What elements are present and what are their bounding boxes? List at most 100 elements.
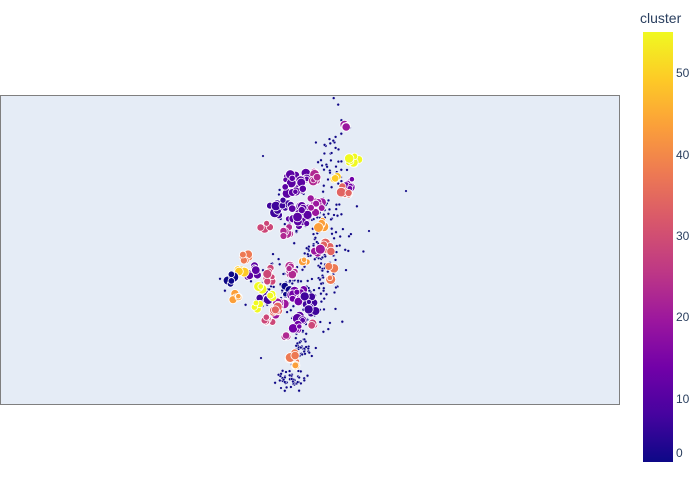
- noise-point: [334, 146, 338, 150]
- noise-point: [297, 375, 301, 380]
- cluster-point: [281, 183, 289, 191]
- noise-point: [334, 203, 339, 207]
- noise-point: [334, 135, 338, 139]
- noise-point: [334, 285, 338, 290]
- noise-point: [304, 332, 308, 336]
- colorbar-tick-0: 0: [676, 446, 683, 460]
- noise-point: [314, 140, 318, 145]
- cluster-point: [311, 208, 321, 217]
- noise-point: [302, 378, 306, 382]
- noise-point: [328, 171, 332, 175]
- noise-point: [341, 227, 345, 231]
- noise-point: [218, 277, 222, 281]
- cluster-point: [348, 176, 355, 183]
- noise-point: [326, 327, 330, 331]
- noise-point: [322, 184, 326, 188]
- noise-point: [306, 279, 310, 283]
- noise-point: [336, 159, 340, 164]
- cluster-point: [305, 298, 312, 305]
- cluster-point: [227, 270, 236, 278]
- noise-point: [296, 279, 300, 283]
- noise-point: [321, 275, 325, 280]
- noise-point: [306, 252, 310, 256]
- noise-point: [327, 137, 332, 141]
- noise-point: [281, 369, 285, 373]
- noise-point: [321, 190, 325, 194]
- colorbar-tick-10: 10: [676, 392, 690, 406]
- noise-point: [347, 234, 351, 238]
- noise-point: [404, 189, 408, 193]
- noise-point: [279, 372, 283, 376]
- noise-point: [271, 252, 275, 256]
- noise-point: [289, 385, 293, 389]
- noise-point: [288, 279, 292, 283]
- noise-point: [305, 246, 309, 250]
- cluster-point: [299, 291, 310, 302]
- noise-point: [319, 158, 323, 162]
- cluster-point: [314, 243, 326, 255]
- noise-point: [318, 265, 322, 269]
- cluster-point: [336, 186, 347, 198]
- noise-point: [295, 341, 299, 345]
- cluster-point: [279, 196, 287, 204]
- noise-point: [322, 307, 326, 311]
- noise-point: [312, 217, 316, 221]
- noise-point: [319, 282, 323, 286]
- cluster-point: [303, 220, 311, 227]
- noise-point: [322, 212, 326, 217]
- noise-point: [299, 279, 303, 283]
- noise-point: [349, 232, 353, 236]
- cluster-point: [288, 174, 296, 182]
- noise-point: [317, 286, 321, 290]
- noise-point: [261, 154, 265, 158]
- cluster-point: [262, 269, 273, 279]
- noise-point: [249, 279, 253, 283]
- cluster-point: [303, 304, 314, 315]
- noise-point: [326, 177, 330, 182]
- scatter-map-svg: [218, 96, 408, 393]
- cluster-point: [279, 232, 288, 240]
- noise-point: [283, 222, 287, 226]
- noise-point: [333, 258, 338, 262]
- colorbar-tick-40: 40: [676, 148, 690, 162]
- noise-point: [281, 272, 285, 276]
- cluster-point: [341, 122, 351, 132]
- noise-point: [333, 307, 338, 311]
- cluster-point: [326, 246, 336, 256]
- noise-point: [283, 389, 287, 393]
- cluster-point: [292, 188, 299, 195]
- cluster-point: [266, 291, 275, 300]
- noise-point: [320, 255, 324, 260]
- cluster-point: [263, 219, 271, 227]
- noise-point: [330, 151, 334, 155]
- noise-point: [311, 243, 316, 248]
- noise-point: [323, 143, 327, 147]
- noise-point: [267, 287, 271, 291]
- cluster-point: [257, 283, 264, 290]
- noise-point: [320, 269, 324, 273]
- noise-point: [310, 277, 314, 281]
- cluster-point: [306, 194, 315, 203]
- noise-point: [278, 378, 282, 383]
- noise-point: [328, 321, 332, 325]
- cluster-point: [227, 277, 236, 285]
- map-plot-area[interactable]: [0, 95, 620, 405]
- noise-point: [259, 356, 263, 360]
- noise-point: [339, 212, 343, 216]
- noise-point: [306, 346, 310, 351]
- noise-point: [288, 373, 292, 377]
- colorbar-tick-50: 50: [676, 66, 690, 80]
- colorbar-tick-20: 20: [676, 310, 690, 324]
- noise-point: [291, 304, 295, 308]
- noise-point: [336, 147, 341, 151]
- cluster-point: [293, 296, 304, 307]
- cluster-point: [297, 206, 306, 215]
- noise-point: [299, 345, 303, 350]
- noise-point: [284, 370, 288, 374]
- cluster-point: [290, 351, 300, 361]
- noise-point: [314, 346, 318, 350]
- noise-point: [344, 268, 348, 272]
- noise-point: [330, 232, 334, 236]
- noise-point: [335, 214, 340, 218]
- cluster-point: [256, 223, 265, 232]
